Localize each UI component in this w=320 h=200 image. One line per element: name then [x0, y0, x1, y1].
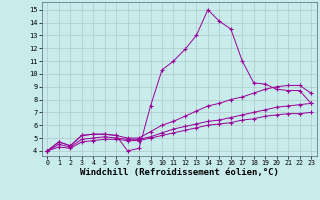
X-axis label: Windchill (Refroidissement éolien,°C): Windchill (Refroidissement éolien,°C) — [80, 168, 279, 177]
